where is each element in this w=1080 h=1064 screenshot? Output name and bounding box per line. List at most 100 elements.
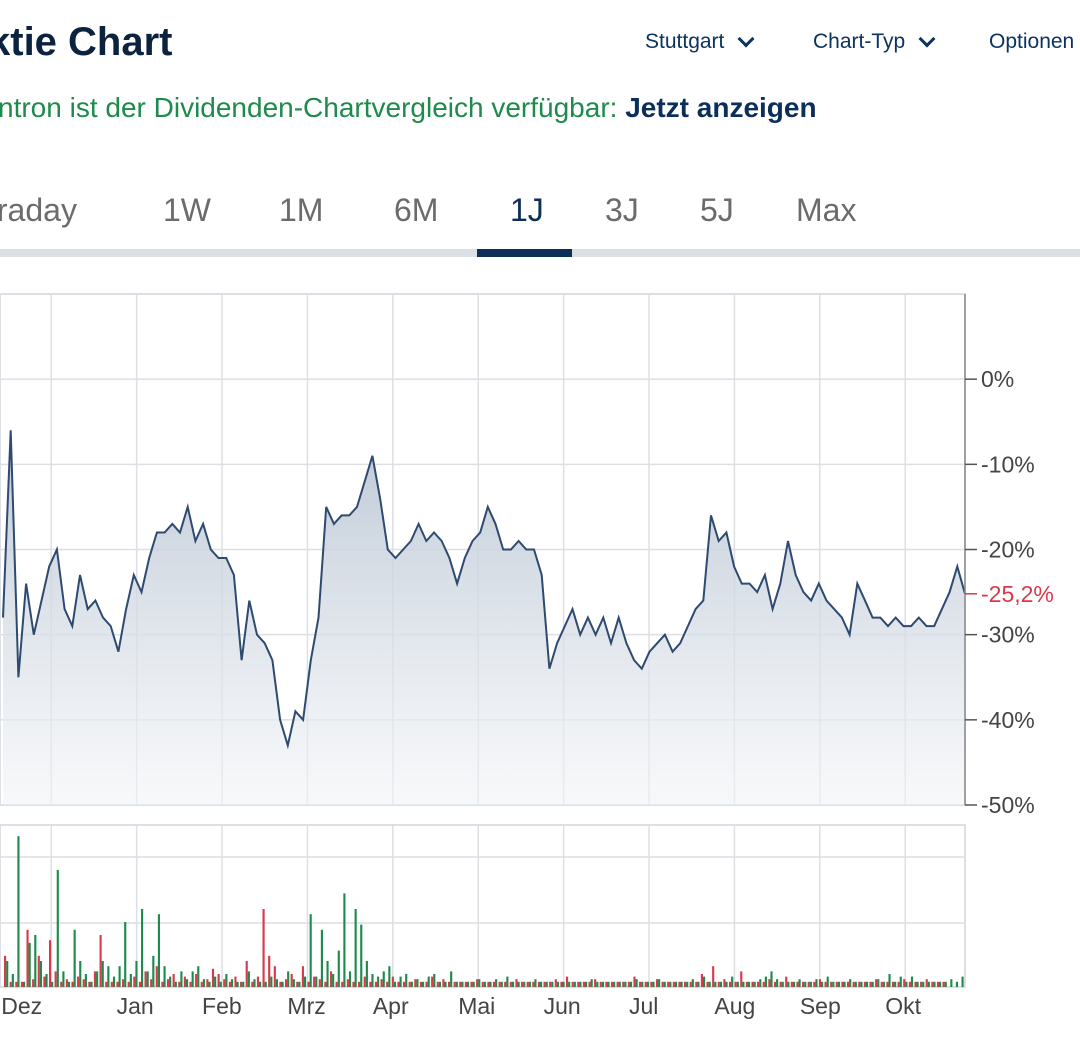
volume-bar-up bbox=[483, 981, 486, 987]
volume-bar-down bbox=[908, 981, 911, 987]
volume-bar-down bbox=[852, 981, 855, 987]
volume-bar-down bbox=[284, 979, 288, 987]
options-dropdown[interactable]: Optionen bbox=[989, 30, 1074, 54]
volume-bar-up bbox=[56, 870, 59, 987]
volume-bar-up bbox=[837, 981, 841, 987]
volume-bar-down bbox=[211, 968, 215, 987]
volume-bar-down bbox=[830, 981, 833, 987]
volume-bar-down bbox=[897, 981, 900, 987]
volume-bar-down bbox=[622, 981, 625, 987]
volume-bar-up bbox=[202, 979, 205, 987]
volume-bar-up bbox=[388, 966, 391, 987]
volume-bar-up bbox=[916, 981, 919, 987]
volume-bar-up bbox=[259, 981, 262, 987]
volume-bar-down bbox=[920, 981, 923, 987]
volume-bar-up bbox=[759, 979, 762, 987]
volume-bar-up bbox=[174, 981, 177, 987]
volume-bar-up bbox=[303, 976, 307, 987]
volume-bar-up bbox=[230, 979, 234, 987]
volume-bar-down bbox=[88, 981, 91, 987]
volume-bar-up bbox=[888, 974, 891, 987]
tab-6m[interactable]: 6M bbox=[394, 192, 439, 228]
volume-bar-up bbox=[534, 979, 537, 987]
tab-intraday[interactable]: traday bbox=[0, 192, 77, 228]
volume-bar-up bbox=[180, 971, 183, 987]
tab-5j[interactable]: 5J bbox=[700, 192, 734, 228]
volume-bar-down bbox=[745, 981, 748, 987]
volume-bar-down bbox=[481, 981, 484, 987]
volume-bar-up bbox=[719, 981, 722, 987]
volume-bar-up bbox=[579, 981, 582, 987]
volume-bar-down bbox=[841, 981, 844, 987]
volume-bar-up bbox=[635, 979, 638, 987]
tab-3j[interactable]: 3J bbox=[605, 192, 639, 228]
volume-bar-down bbox=[672, 981, 675, 987]
volume-bar-down bbox=[374, 981, 378, 987]
volume-bar-down bbox=[633, 976, 636, 987]
volume-bar-up bbox=[422, 981, 425, 987]
volume-bar-down bbox=[588, 981, 591, 987]
volume-bar-up bbox=[787, 981, 790, 987]
volume-bar-up bbox=[17, 836, 20, 987]
volume-bar-up bbox=[135, 961, 138, 987]
show-now-link[interactable]: Jetzt anzeigen bbox=[625, 92, 817, 123]
volume-bar-up bbox=[247, 971, 250, 987]
volume-bar-up bbox=[326, 961, 329, 987]
volume-bar-up bbox=[849, 979, 852, 987]
volume-bar-down bbox=[60, 981, 63, 987]
volume-bar-down bbox=[290, 974, 293, 987]
volume-bar-down bbox=[195, 974, 198, 987]
volume-bar-down bbox=[313, 976, 316, 987]
volume-bar-up bbox=[107, 966, 110, 987]
volume-bar-down bbox=[734, 981, 737, 987]
volume-bar-down bbox=[532, 981, 535, 987]
volume-bar-down bbox=[487, 981, 490, 987]
chart-type-dropdown[interactable]: Chart-Typ bbox=[813, 30, 936, 54]
x-tick-label: Aug bbox=[714, 993, 755, 1019]
tab-1m[interactable]: 1M bbox=[279, 192, 324, 228]
volume-bar-up bbox=[185, 979, 189, 987]
volume-bar-down bbox=[650, 981, 653, 987]
tab-max[interactable]: Max bbox=[796, 192, 857, 228]
volume-bar-down bbox=[521, 981, 524, 987]
tab-1w[interactable]: 1W bbox=[163, 192, 211, 228]
volume-bar-down bbox=[762, 981, 765, 987]
x-tick-label: Mrz bbox=[287, 993, 325, 1019]
volume-bar-down bbox=[577, 981, 580, 987]
volume-bar-up bbox=[433, 974, 436, 987]
volume-bar-down bbox=[4, 955, 7, 987]
volume-bar-down bbox=[464, 981, 467, 987]
volume-bar-up bbox=[236, 981, 239, 987]
volume-bar-down bbox=[824, 981, 827, 987]
volume-bar-down bbox=[262, 909, 265, 987]
volume-bar-down bbox=[161, 981, 164, 987]
x-tick-label: Jul bbox=[629, 993, 658, 1019]
volume-bar-down bbox=[667, 981, 670, 987]
volume-bar-up bbox=[489, 981, 492, 987]
volume-bar-down bbox=[605, 981, 608, 987]
tab-1j[interactable]: 1J bbox=[510, 192, 544, 228]
chevron-down-icon bbox=[918, 30, 936, 48]
volume-bar-down bbox=[790, 981, 793, 987]
volume-bar-up bbox=[393, 981, 397, 987]
volume-bar-up bbox=[821, 981, 824, 987]
volume-bar-up bbox=[584, 981, 588, 987]
y-tick-label: -20% bbox=[981, 537, 1035, 563]
volume-bar-down bbox=[363, 976, 366, 987]
volume-bar-down bbox=[802, 981, 805, 987]
volume-bar-up bbox=[939, 981, 942, 987]
volume-bar-up bbox=[354, 909, 357, 987]
volume-bar-down bbox=[779, 981, 782, 987]
exchange-dropdown[interactable]: Stuttgart bbox=[645, 30, 755, 54]
volume-bar-down bbox=[616, 981, 619, 987]
volume-bar-down bbox=[565, 976, 569, 987]
volume-bar-up bbox=[495, 979, 498, 987]
volume-bar-up bbox=[506, 976, 509, 987]
volume-bar-down bbox=[936, 981, 940, 987]
volume-bar-up bbox=[860, 981, 863, 987]
y-tick-label: -40% bbox=[981, 707, 1035, 733]
volume-bar-down bbox=[498, 981, 501, 987]
volume-bar-up bbox=[540, 981, 543, 987]
volume-bar-up bbox=[225, 974, 228, 987]
volume-bar-down bbox=[818, 979, 822, 987]
